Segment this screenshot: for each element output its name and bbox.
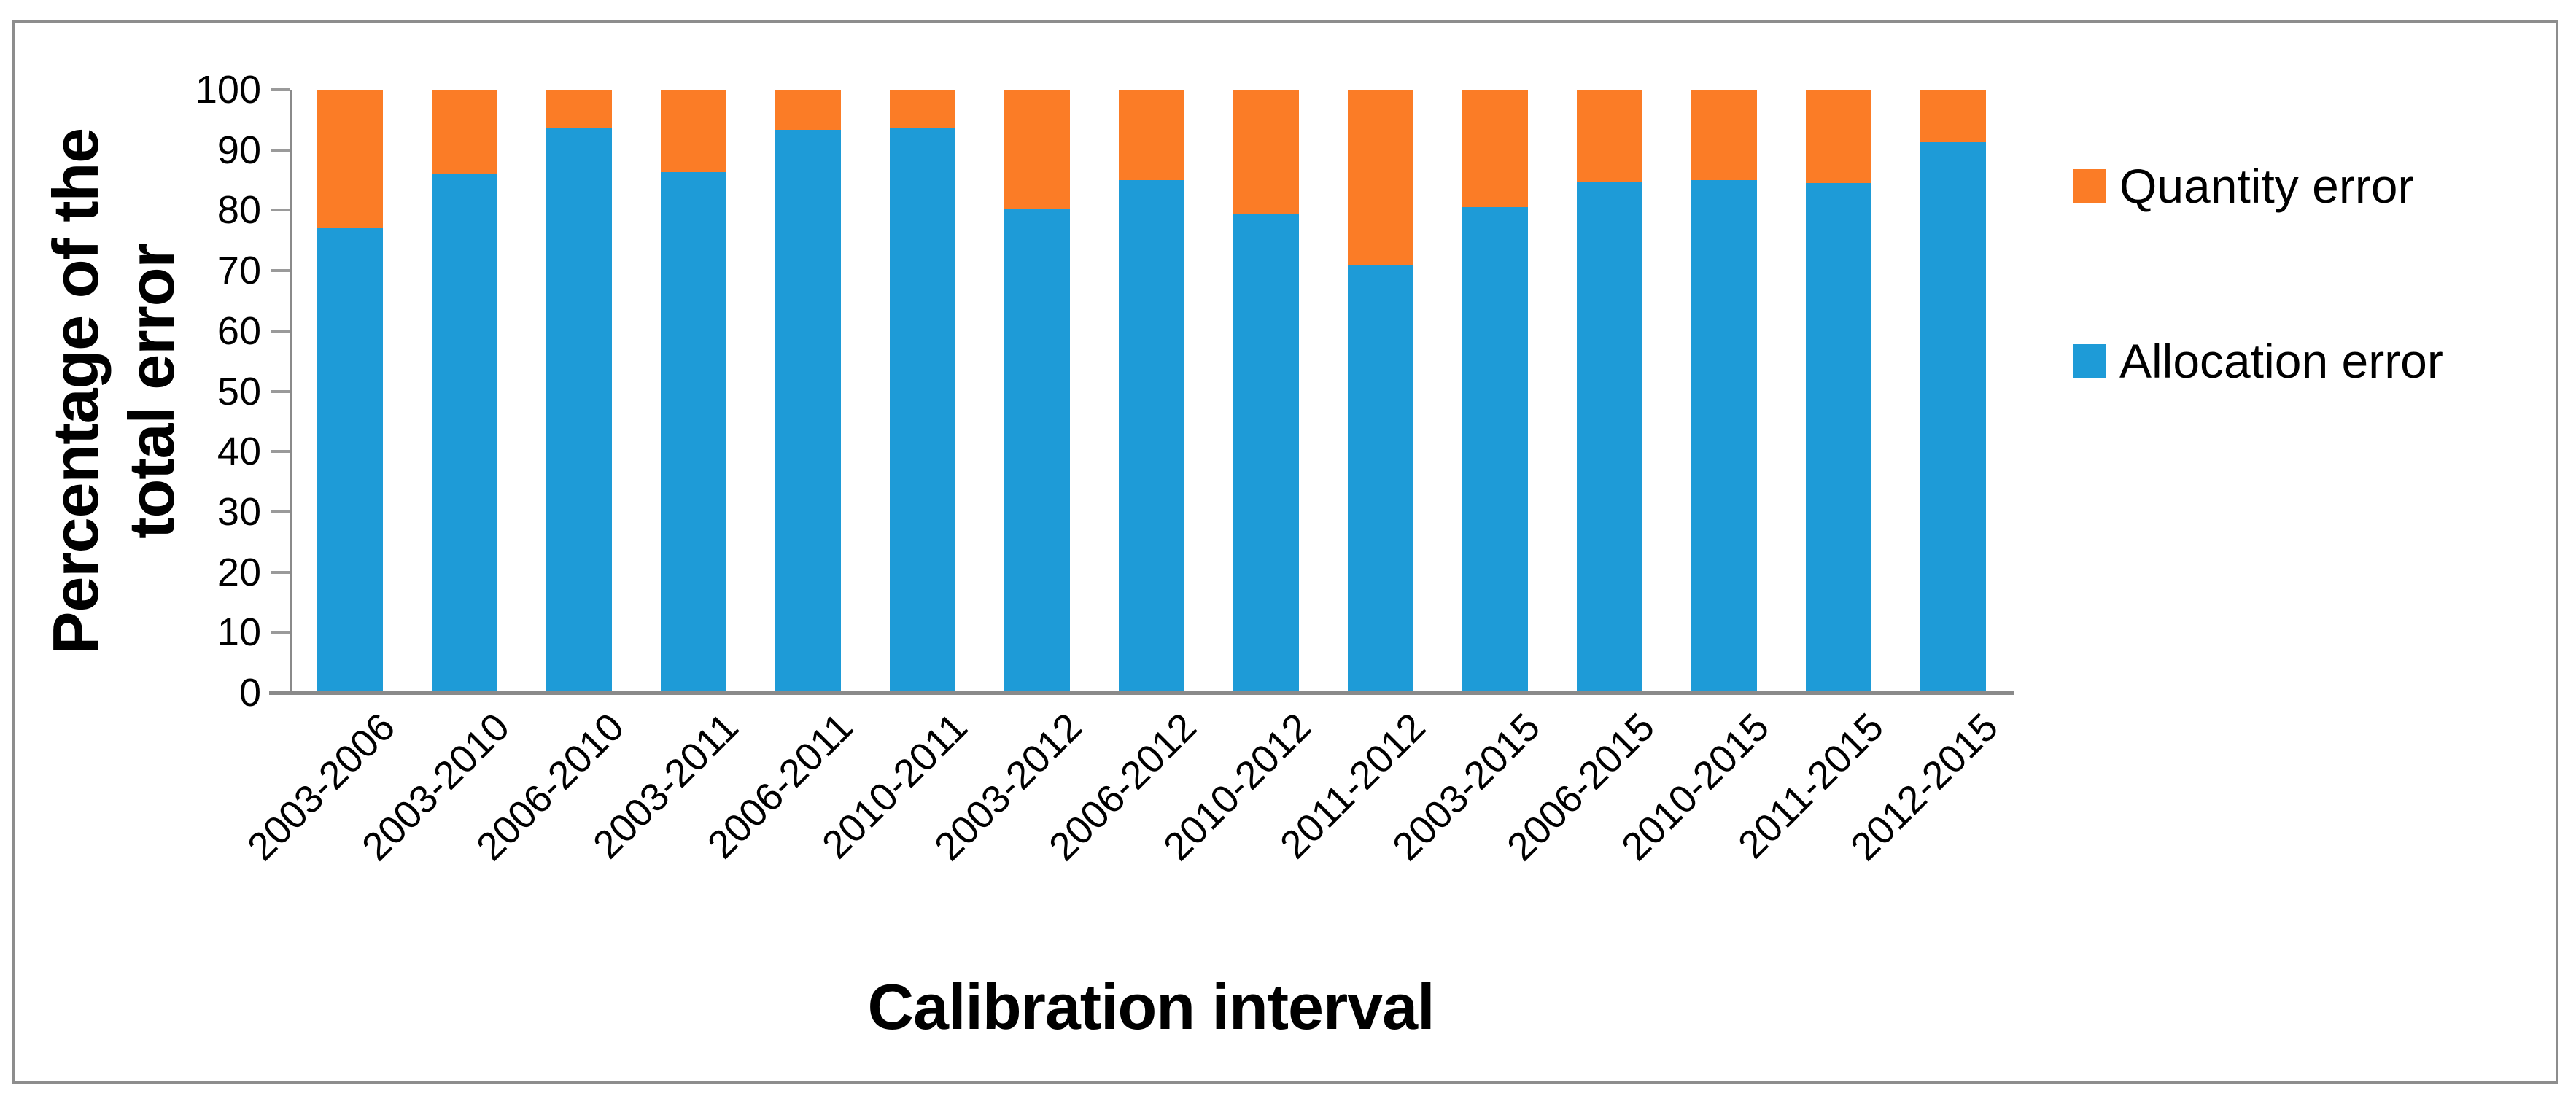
legend-item-quantity-error: Quantity error: [2073, 152, 2413, 219]
stacked-bar-2012-2015: [1920, 90, 1986, 693]
quantity-error-segment: [1462, 90, 1528, 208]
quantity-error-segment: [1004, 90, 1070, 209]
allocation-error-segment: [1118, 180, 1184, 693]
y-tick-label: 80: [217, 188, 261, 233]
stacked-bar-2003-2010: [431, 90, 497, 693]
y-axis-line: [290, 90, 292, 694]
stacked-bar-2010-2011: [889, 90, 955, 693]
y-tick-mark: [271, 450, 290, 454]
y-tick-mark: [271, 209, 290, 212]
allocation-error-swatch-icon: [2073, 344, 2106, 378]
plot-area: [292, 90, 2010, 693]
bar-slot: [1209, 90, 1323, 693]
y-tick-label: 10: [217, 610, 261, 655]
legend-label: Allocation error: [2119, 334, 2443, 388]
quantity-error-segment: [1805, 90, 1871, 183]
allocation-error-segment: [1004, 209, 1070, 693]
quantity-error-segment: [546, 90, 612, 128]
legend-item-allocation-error: Allocation error: [2073, 327, 2443, 395]
allocation-error-segment: [1347, 265, 1413, 693]
quantity-error-segment: [1691, 90, 1757, 181]
y-tick-label: 20: [217, 550, 261, 594]
stacked-bar-2003-2011: [660, 90, 726, 693]
quantity-error-segment: [317, 90, 383, 229]
y-tick-mark: [271, 570, 290, 574]
y-tick-mark: [271, 148, 290, 152]
quantity-error-segment: [1347, 90, 1413, 265]
bar-slot: [1896, 90, 2010, 693]
y-tick-label: 60: [217, 308, 261, 353]
allocation-error-segment: [1233, 214, 1299, 693]
allocation-error-segment: [1576, 182, 1642, 693]
bar-slot: [1667, 90, 1781, 693]
allocation-error-segment: [431, 174, 497, 693]
y-tick-label: 100: [195, 68, 261, 112]
quantity-error-segment: [1118, 90, 1184, 181]
bar-slot: [750, 90, 865, 693]
quantity-error-segment: [1576, 90, 1642, 182]
y-tick-label: 0: [238, 671, 261, 715]
stacked-bar-2011-2015: [1805, 90, 1871, 693]
stacked-bar-2003-2012: [1004, 90, 1070, 693]
chart-border-frame: [12, 20, 2558, 1084]
allocation-error-segment: [317, 228, 383, 693]
y-tick-label: 30: [217, 489, 261, 534]
bar-slot: [1094, 90, 1209, 693]
stacked-bar-2010-2015: [1691, 90, 1757, 693]
quantity-error-segment: [431, 90, 497, 174]
y-tick-label: 90: [217, 128, 261, 172]
allocation-error-segment: [889, 128, 955, 693]
bar-slot: [979, 90, 1094, 693]
bar-slot: [292, 90, 407, 693]
stacked-bar-2006-2010: [546, 90, 612, 693]
stacked-bar-2006-2012: [1118, 90, 1184, 693]
stacked-bar-2006-2011: [775, 90, 841, 693]
bar-slot: [407, 90, 521, 693]
allocation-error-segment: [660, 172, 726, 693]
allocation-error-segment: [1920, 142, 1986, 693]
y-tick-mark: [271, 269, 290, 273]
y-tick-mark: [271, 631, 290, 634]
quantity-error-segment: [660, 90, 726, 173]
legend-label: Quantity error: [2119, 159, 2414, 213]
y-tick-mark: [271, 510, 290, 513]
y-tick-mark: [271, 389, 290, 393]
bar-slot: [1552, 90, 1667, 693]
bar-slot: [1323, 90, 1438, 693]
y-tick-label: 40: [217, 430, 261, 474]
allocation-error-segment: [546, 128, 612, 693]
allocation-error-segment: [1462, 207, 1528, 693]
allocation-error-segment: [1691, 180, 1757, 693]
quantity-error-segment: [889, 90, 955, 128]
allocation-error-segment: [775, 130, 841, 693]
stacked-bar-2003-2015: [1462, 90, 1528, 693]
y-tick-label: 50: [217, 369, 261, 413]
x-axis-title: Calibration interval: [867, 971, 1435, 1043]
bar-slot: [1438, 90, 1552, 693]
y-tick-label: 70: [217, 249, 261, 293]
bar-slot: [865, 90, 979, 693]
bar-slot: [1781, 90, 1896, 693]
y-tick-mark: [271, 329, 290, 333]
quantity-error-swatch-icon: [2073, 169, 2106, 203]
stacked-bar-2011-2012: [1347, 90, 1413, 693]
quantity-error-segment: [1233, 90, 1299, 214]
x-axis-line: [269, 691, 2014, 695]
bar-slot: [636, 90, 750, 693]
stacked-bar-2006-2015: [1576, 90, 1642, 693]
stacked-bar-2010-2012: [1233, 90, 1299, 693]
quantity-error-segment: [775, 90, 841, 131]
bar-slot: [521, 90, 636, 693]
quantity-error-segment: [1920, 90, 1986, 143]
allocation-error-segment: [1805, 182, 1871, 693]
y-tick-mark: [271, 88, 290, 91]
stacked-bar-2003-2006: [317, 90, 383, 693]
